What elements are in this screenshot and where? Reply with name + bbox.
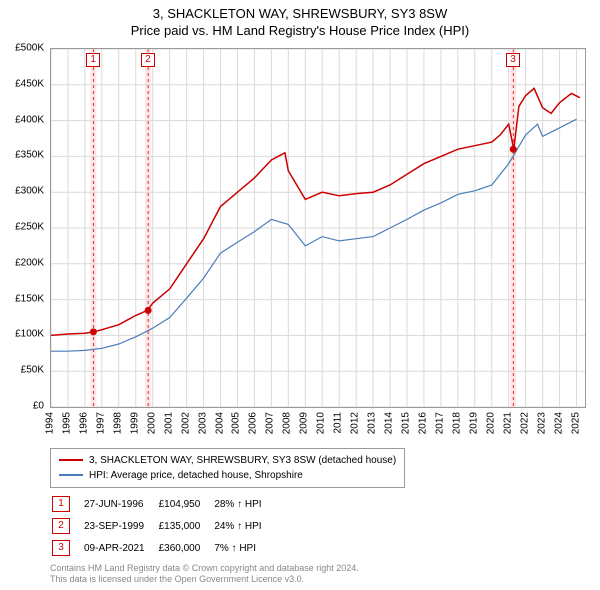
x-tick-label: 1994	[45, 412, 56, 434]
x-tick-label: 1999	[129, 412, 140, 434]
title-block: 3, SHACKLETON WAY, SHREWSBURY, SY3 8SW P…	[0, 0, 600, 38]
footer-line-1: Contains HM Land Registry data © Crown c…	[50, 563, 590, 575]
x-axis-labels: 1994199519961997199819992000200120022003…	[50, 410, 586, 450]
x-tick-label: 2021	[502, 412, 513, 434]
chart-marker-3: 3	[506, 53, 520, 67]
x-tick-label: 2004	[214, 412, 225, 434]
x-tick-label: 1995	[61, 412, 72, 434]
price-chart: 1 2 3	[50, 48, 586, 408]
y-tick-label: £200K	[15, 257, 44, 268]
chart-marker-2: 2	[141, 53, 155, 67]
sales-table: 1 27-JUN-1996£104,95028% ↑ HPI 2 23-SEP-199…	[50, 492, 276, 560]
sale-pct: 24% ↑ HPI	[214, 516, 273, 536]
x-tick-label: 2011	[333, 412, 344, 434]
title-subtitle: Price paid vs. HM Land Registry's House …	[0, 23, 600, 38]
y-tick-label: £400K	[15, 114, 44, 125]
y-tick-label: £50K	[21, 365, 44, 376]
sale-price: £360,000	[159, 538, 213, 558]
x-tick-label: 2002	[180, 412, 191, 434]
y-tick-label: £300K	[15, 186, 44, 197]
y-tick-label: £150K	[15, 293, 44, 304]
footer: Contains HM Land Registry data © Crown c…	[50, 563, 590, 586]
legend-item-price: 3, SHACKLETON WAY, SHREWSBURY, SY3 8SW (…	[59, 453, 396, 468]
x-tick-label: 2023	[536, 412, 547, 434]
sale-price: £135,000	[159, 516, 213, 536]
x-tick-label: 2019	[468, 412, 479, 434]
x-tick-label: 2020	[485, 412, 496, 434]
chart-marker-1: 1	[86, 53, 100, 67]
x-tick-label: 2022	[519, 412, 530, 434]
x-tick-label: 2010	[316, 412, 327, 434]
sale-number-box: 2	[52, 518, 70, 534]
x-tick-label: 1996	[78, 412, 89, 434]
x-tick-label: 2009	[299, 412, 310, 434]
x-tick-label: 2018	[451, 412, 462, 434]
sale-date: 09-APR-2021	[84, 538, 157, 558]
x-tick-label: 2014	[384, 412, 395, 434]
legend-label-price: 3, SHACKLETON WAY, SHREWSBURY, SY3 8SW (…	[89, 455, 396, 466]
sale-number-box: 3	[52, 540, 70, 556]
footer-line-2: This data is licensed under the Open Gov…	[50, 574, 590, 586]
x-tick-label: 2015	[401, 412, 412, 434]
legend-swatch-price	[59, 459, 83, 461]
y-tick-label: £250K	[15, 222, 44, 233]
legend: 3, SHACKLETON WAY, SHREWSBURY, SY3 8SW (…	[50, 448, 405, 488]
legend-item-hpi: HPI: Average price, detached house, Shro…	[59, 468, 396, 483]
title-address: 3, SHACKLETON WAY, SHREWSBURY, SY3 8SW	[0, 6, 600, 21]
x-tick-label: 2006	[248, 412, 259, 434]
x-tick-label: 2007	[265, 412, 276, 434]
x-tick-label: 2025	[570, 412, 581, 434]
x-tick-label: 2005	[231, 412, 242, 434]
sale-pct: 7% ↑ HPI	[214, 538, 273, 558]
x-tick-label: 2000	[146, 412, 157, 434]
legend-label-hpi: HPI: Average price, detached house, Shro…	[89, 470, 303, 481]
sale-date: 27-JUN-1996	[84, 494, 157, 514]
x-tick-label: 2017	[434, 412, 445, 434]
y-tick-label: £350K	[15, 150, 44, 161]
x-tick-label: 2008	[282, 412, 293, 434]
y-tick-label: £500K	[15, 43, 44, 54]
sale-number-box: 1	[52, 496, 70, 512]
y-tick-label: £450K	[15, 78, 44, 89]
x-tick-label: 2003	[197, 412, 208, 434]
x-tick-label: 2024	[553, 412, 564, 434]
x-tick-label: 2012	[350, 412, 361, 434]
y-axis-labels: £0£50K£100K£150K£200K£250K£300K£350K£400…	[0, 48, 48, 408]
y-tick-label: £100K	[15, 329, 44, 340]
sale-row: 3 09-APR-2021£360,0007% ↑ HPI	[52, 538, 274, 558]
sale-date: 23-SEP-1999	[84, 516, 157, 536]
x-tick-label: 2001	[163, 412, 174, 434]
x-tick-label: 2016	[417, 412, 428, 434]
sale-row: 2 23-SEP-1999£135,00024% ↑ HPI	[52, 516, 274, 536]
sale-row: 1 27-JUN-1996£104,95028% ↑ HPI	[52, 494, 274, 514]
sale-pct: 28% ↑ HPI	[214, 494, 273, 514]
y-tick-label: £0	[33, 401, 44, 412]
x-tick-label: 2013	[367, 412, 378, 434]
x-tick-label: 1998	[112, 412, 123, 434]
legend-swatch-hpi	[59, 474, 83, 476]
sale-price: £104,950	[159, 494, 213, 514]
x-tick-label: 1997	[95, 412, 106, 434]
chart-container: 3, SHACKLETON WAY, SHREWSBURY, SY3 8SW P…	[0, 0, 600, 590]
